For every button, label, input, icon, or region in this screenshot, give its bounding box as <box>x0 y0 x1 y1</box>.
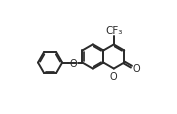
Text: CF₃: CF₃ <box>105 26 122 36</box>
Text: O: O <box>70 58 77 68</box>
Text: O: O <box>132 63 140 73</box>
Text: O: O <box>110 71 118 81</box>
